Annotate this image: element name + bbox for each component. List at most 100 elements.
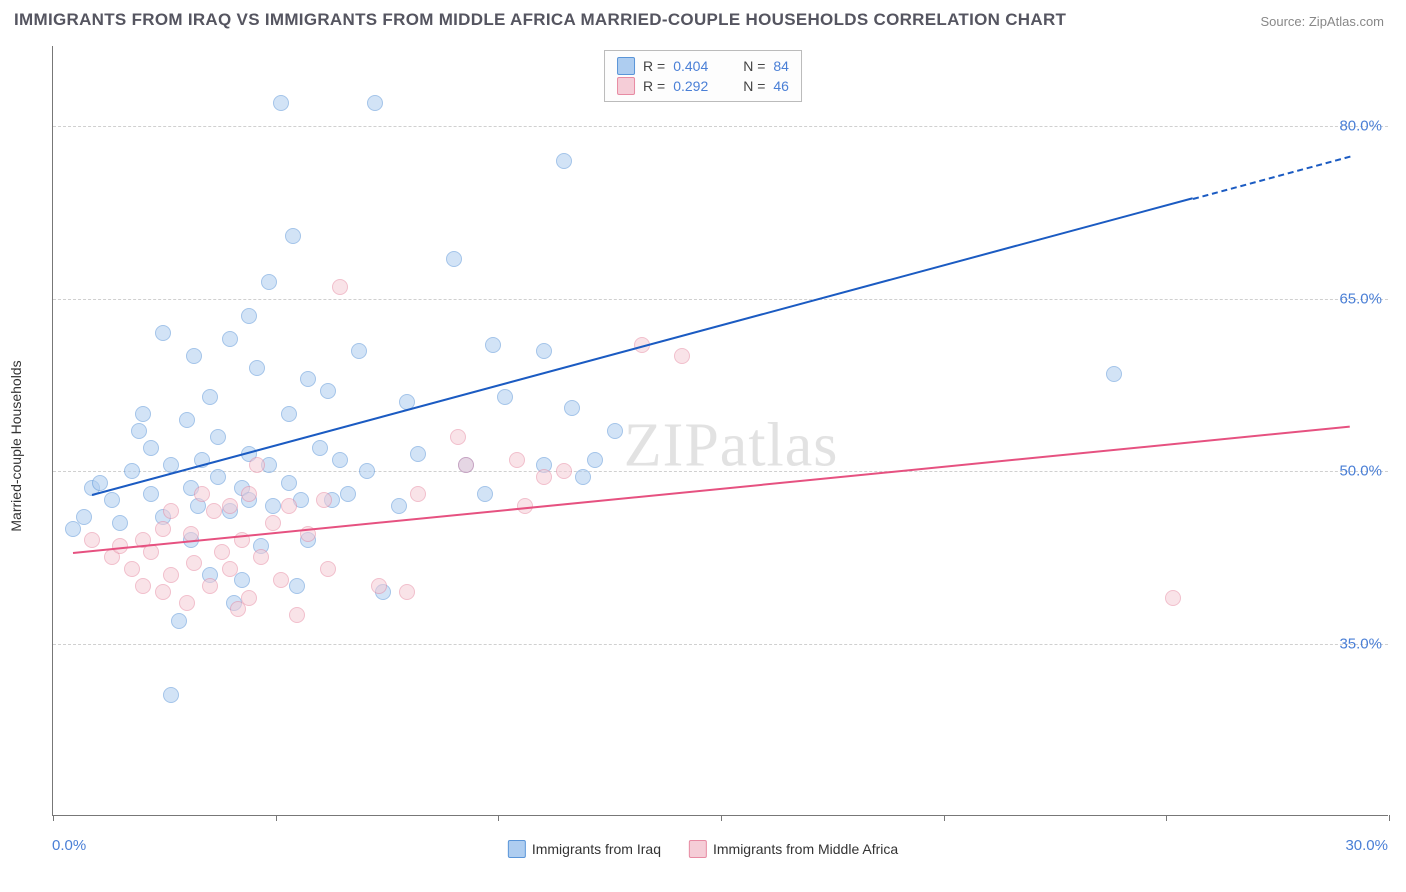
trend-line xyxy=(92,198,1193,497)
data-point xyxy=(477,486,493,502)
data-point xyxy=(241,308,257,324)
data-point xyxy=(289,607,305,623)
data-point xyxy=(497,389,513,405)
data-point xyxy=(575,469,591,485)
legend-swatch xyxy=(689,840,707,858)
legend-item: Immigrants from Middle Africa xyxy=(689,840,898,858)
data-point xyxy=(340,486,356,502)
data-point xyxy=(124,463,140,479)
data-point xyxy=(222,561,238,577)
data-point xyxy=(509,452,525,468)
data-point xyxy=(234,572,250,588)
legend-item: Immigrants from Iraq xyxy=(508,840,661,858)
data-point xyxy=(316,492,332,508)
data-point xyxy=(285,228,301,244)
data-point xyxy=(214,544,230,560)
data-point xyxy=(135,578,151,594)
data-point xyxy=(155,325,171,341)
data-point xyxy=(536,343,552,359)
x-axis-min-label: 0.0% xyxy=(52,837,86,854)
y-tick-label: 50.0% xyxy=(1339,463,1382,480)
legend-r-label: R = xyxy=(643,78,665,94)
data-point xyxy=(410,446,426,462)
data-point xyxy=(124,561,140,577)
data-point xyxy=(222,498,238,514)
data-point xyxy=(135,406,151,422)
legend-n-value: 84 xyxy=(773,58,789,74)
x-tick xyxy=(276,815,277,821)
x-tick xyxy=(721,815,722,821)
data-point xyxy=(241,590,257,606)
data-point xyxy=(92,475,108,491)
y-tick-label: 35.0% xyxy=(1339,635,1382,652)
data-point xyxy=(202,389,218,405)
x-tick xyxy=(944,815,945,821)
data-point xyxy=(202,578,218,594)
data-point xyxy=(536,469,552,485)
data-point xyxy=(281,498,297,514)
x-tick xyxy=(53,815,54,821)
data-point xyxy=(163,687,179,703)
data-point xyxy=(556,153,572,169)
data-point xyxy=(674,348,690,364)
data-point xyxy=(391,498,407,514)
chart-title: IMMIGRANTS FROM IRAQ VS IMMIGRANTS FROM … xyxy=(14,10,1066,30)
data-point xyxy=(253,549,269,565)
legend-n-label: N = xyxy=(743,58,765,74)
data-point xyxy=(76,509,92,525)
data-point xyxy=(265,515,281,531)
data-point xyxy=(163,503,179,519)
data-point xyxy=(1106,366,1122,382)
data-point xyxy=(281,475,297,491)
data-point xyxy=(450,429,466,445)
legend-r-value: 0.404 xyxy=(673,58,725,74)
legend-label: Immigrants from Middle Africa xyxy=(713,841,898,857)
data-point xyxy=(410,486,426,502)
data-point xyxy=(564,400,580,416)
data-point xyxy=(84,532,100,548)
data-point xyxy=(607,423,623,439)
data-point xyxy=(273,95,289,111)
legend-row: R =0.404N =84 xyxy=(617,57,789,75)
data-point xyxy=(399,584,415,600)
data-point xyxy=(186,555,202,571)
data-point xyxy=(332,279,348,295)
data-point xyxy=(556,463,572,479)
y-axis-label: Married-couple Households xyxy=(8,360,24,531)
data-point xyxy=(163,567,179,583)
gridline xyxy=(53,126,1388,127)
data-point xyxy=(206,503,222,519)
data-point xyxy=(289,578,305,594)
data-point xyxy=(241,486,257,502)
data-point xyxy=(587,452,603,468)
data-point xyxy=(351,343,367,359)
legend-swatch xyxy=(617,57,635,75)
data-point xyxy=(367,95,383,111)
data-point xyxy=(265,498,281,514)
legend-n-value: 46 xyxy=(773,78,789,94)
data-point xyxy=(210,429,226,445)
data-point xyxy=(186,348,202,364)
data-point xyxy=(1165,590,1181,606)
gridline xyxy=(53,299,1388,300)
data-point xyxy=(171,613,187,629)
plot-area: 35.0%50.0%65.0%80.0% xyxy=(52,46,1388,816)
data-point xyxy=(179,412,195,428)
data-point xyxy=(320,561,336,577)
legend-row: R =0.292N =46 xyxy=(617,77,789,95)
gridline xyxy=(53,644,1388,645)
data-point xyxy=(249,457,265,473)
data-point xyxy=(179,595,195,611)
y-tick-label: 65.0% xyxy=(1339,290,1382,307)
data-point xyxy=(104,492,120,508)
trend-line xyxy=(1192,155,1350,199)
data-point xyxy=(458,457,474,473)
legend-swatch xyxy=(617,77,635,95)
data-point xyxy=(281,406,297,422)
data-point xyxy=(131,423,147,439)
data-point xyxy=(194,486,210,502)
data-point xyxy=(446,251,462,267)
x-tick xyxy=(498,815,499,821)
correlation-legend: R = 0.404 N = 84 R =0.292N =46 xyxy=(604,50,802,102)
data-point xyxy=(485,337,501,353)
